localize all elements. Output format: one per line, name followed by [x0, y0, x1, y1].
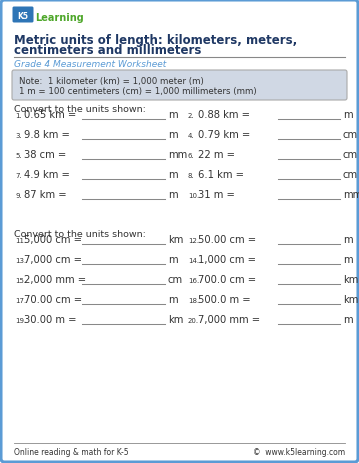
Text: m: m — [168, 294, 178, 304]
Text: 7.: 7. — [15, 173, 22, 179]
Text: 8.: 8. — [188, 173, 195, 179]
Text: 70.00 cm =: 70.00 cm = — [24, 294, 82, 304]
Text: 31 m =: 31 m = — [198, 189, 235, 200]
Text: Grade 4 Measurement Worksheet: Grade 4 Measurement Worksheet — [14, 60, 166, 69]
FancyBboxPatch shape — [13, 7, 33, 24]
Text: 4.: 4. — [188, 133, 195, 139]
Text: 18.: 18. — [188, 297, 199, 303]
Text: 9.: 9. — [15, 193, 22, 199]
Text: m: m — [168, 189, 178, 200]
Text: 38 cm =: 38 cm = — [24, 150, 66, 160]
Text: cm: cm — [168, 275, 183, 284]
Text: Note:  1 kilometer (km) = 1,000 meter (m): Note: 1 kilometer (km) = 1,000 meter (m) — [19, 77, 204, 86]
Text: 1 m = 100 centimeters (cm) = 1,000 millimeters (mm): 1 m = 100 centimeters (cm) = 1,000 milli… — [19, 87, 257, 96]
Text: 2,000 mm =: 2,000 mm = — [24, 275, 86, 284]
Text: 14.: 14. — [188, 257, 199, 263]
Text: 7,000 cm =: 7,000 cm = — [24, 255, 82, 264]
Text: cm: cm — [343, 150, 358, 160]
Text: 1,000 cm =: 1,000 cm = — [198, 255, 256, 264]
Text: centimeters and millimeters: centimeters and millimeters — [14, 44, 201, 57]
Text: 0.79 km =: 0.79 km = — [198, 130, 250, 140]
Text: 30.00 m =: 30.00 m = — [24, 314, 76, 324]
Text: m: m — [343, 314, 353, 324]
Text: cm: cm — [343, 169, 358, 180]
Text: m: m — [168, 255, 178, 264]
Text: Online reading & math for K-5: Online reading & math for K-5 — [14, 447, 129, 456]
Text: 10.: 10. — [188, 193, 199, 199]
Text: Convert to the units shown:: Convert to the units shown: — [14, 105, 146, 114]
Text: mm: mm — [168, 150, 187, 160]
Text: 9.8 km =: 9.8 km = — [24, 130, 70, 140]
Text: 50.00 cm =: 50.00 cm = — [198, 234, 256, 244]
Text: m: m — [343, 255, 353, 264]
Text: m: m — [168, 169, 178, 180]
Text: 2.: 2. — [188, 113, 195, 119]
Text: cm: cm — [343, 130, 358, 140]
Text: km: km — [168, 314, 183, 324]
Text: 3.: 3. — [15, 133, 22, 139]
Text: K5: K5 — [18, 12, 28, 21]
Text: 4.9 km =: 4.9 km = — [24, 169, 70, 180]
Text: m: m — [343, 110, 353, 120]
Text: Convert to the units shown:: Convert to the units shown: — [14, 230, 146, 238]
Text: 12.: 12. — [188, 238, 199, 244]
Text: 13.: 13. — [15, 257, 26, 263]
Text: m: m — [168, 130, 178, 140]
Text: ©  www.k5learning.com: © www.k5learning.com — [253, 447, 345, 456]
Text: km: km — [343, 294, 358, 304]
Text: 0.88 km =: 0.88 km = — [198, 110, 250, 120]
Text: km: km — [168, 234, 183, 244]
Text: 15.: 15. — [15, 277, 26, 283]
Text: m: m — [168, 110, 178, 120]
Text: 700.0 cm =: 700.0 cm = — [198, 275, 256, 284]
Text: 6.1 km =: 6.1 km = — [198, 169, 244, 180]
Text: 22 m =: 22 m = — [198, 150, 235, 160]
Text: 5.: 5. — [15, 153, 22, 159]
Text: m: m — [343, 234, 353, 244]
Text: 16.: 16. — [188, 277, 199, 283]
Text: 6.: 6. — [188, 153, 195, 159]
Text: 1.: 1. — [15, 113, 22, 119]
FancyBboxPatch shape — [12, 71, 347, 101]
Text: 20.: 20. — [188, 317, 199, 323]
Text: 17.: 17. — [15, 297, 26, 303]
Text: 7,000 mm =: 7,000 mm = — [198, 314, 260, 324]
Text: km: km — [343, 275, 358, 284]
Text: 5,000 cm =: 5,000 cm = — [24, 234, 82, 244]
Text: 0.65 km =: 0.65 km = — [24, 110, 76, 120]
Text: 19.: 19. — [15, 317, 26, 323]
Text: Learning: Learning — [35, 13, 84, 23]
Text: 11.: 11. — [15, 238, 26, 244]
Text: 87 km =: 87 km = — [24, 189, 67, 200]
Text: Metric units of length: kilometers, meters,: Metric units of length: kilometers, mete… — [14, 34, 297, 47]
Text: 500.0 m =: 500.0 m = — [198, 294, 251, 304]
Text: mm: mm — [343, 189, 359, 200]
